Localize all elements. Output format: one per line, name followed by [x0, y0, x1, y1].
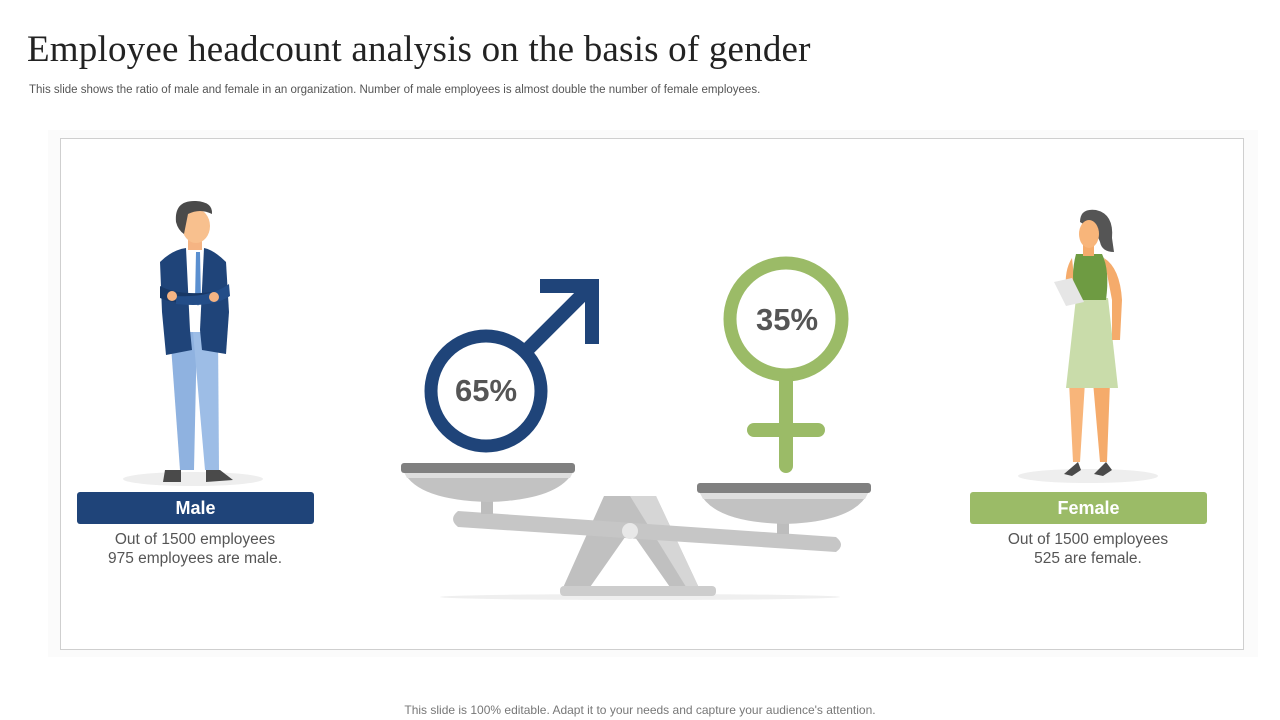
male-desc-line2: 975 employees are male. [107, 550, 283, 567]
balance-scale-icon [401, 463, 871, 600]
page-title: Employee headcount analysis on the basis… [27, 29, 811, 70]
content-panel [60, 138, 1244, 650]
male-figure-icon [123, 200, 263, 486]
male-symbol-icon [424, 279, 599, 453]
footer-note: This slide is 100% editable. Adapt it to… [404, 703, 876, 717]
male-percentage: 65% [454, 373, 518, 408]
male-description: Out of 1500 employees 975 employees are … [65, 530, 325, 568]
female-figure-icon [1018, 209, 1158, 483]
male-label: Male [77, 492, 314, 524]
female-label: Female [970, 492, 1207, 524]
male-desc-line1: Out of 1500 employees [114, 531, 276, 548]
female-description: Out of 1500 employees 525 are female. [958, 530, 1218, 568]
page-subtitle: This slide shows the ratio of male and f… [29, 84, 761, 96]
female-percentage: 35% [755, 302, 819, 337]
female-symbol-icon [723, 256, 849, 473]
female-desc-line2: 525 are female. [1034, 550, 1142, 567]
female-desc-line1: Out of 1500 employees [1007, 531, 1169, 548]
